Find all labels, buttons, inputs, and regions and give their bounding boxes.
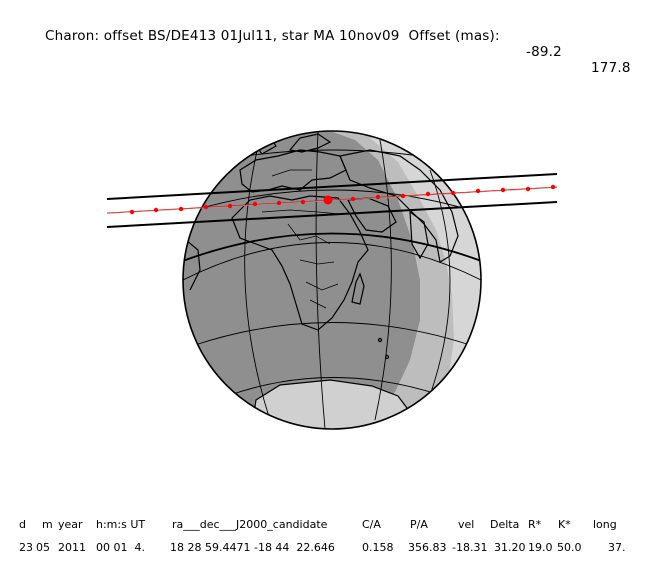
- country-borders: [261, 169, 341, 309]
- value-kstar: 50.0: [557, 541, 582, 554]
- value-month: 05: [36, 541, 50, 554]
- time-marker: [350, 196, 356, 202]
- header-year: year: [58, 518, 83, 531]
- time-marker: [300, 199, 306, 205]
- header-kstar: K*: [558, 518, 571, 531]
- header-radec: ra___dec___J2000_candidate: [172, 518, 328, 531]
- header-time: h:m:s UT: [96, 518, 146, 531]
- time-marker: [375, 194, 381, 200]
- header-pa: P/A: [410, 518, 428, 531]
- offset-ra-value: -89.2: [526, 44, 562, 60]
- terminator-line: [183, 232, 481, 263]
- time-marker: [153, 207, 159, 213]
- time-marker: [178, 206, 184, 212]
- value-radec: 18 28 59.4471 -18 44 22.646: [170, 541, 335, 554]
- time-marker: [450, 190, 456, 196]
- time-marker: [500, 187, 506, 193]
- time-markers: [129, 184, 556, 215]
- plot-title: Charon: offset BS/DE413 01Jul11, star MA…: [36, 12, 630, 76]
- header-long: long: [593, 518, 617, 531]
- time-marker: [550, 184, 556, 190]
- value-ca: 0.158: [362, 541, 394, 554]
- header-ca: C/A: [362, 518, 381, 531]
- shadow-limit-south: [106, 201, 558, 228]
- value-rstar: 19.0: [528, 541, 553, 554]
- time-marker: [425, 191, 431, 197]
- value-day: 23: [19, 541, 33, 554]
- offset-dec-value: 177.8: [591, 60, 631, 76]
- header-day: d: [19, 518, 26, 531]
- time-marker: [203, 204, 209, 210]
- header-month: m: [42, 518, 53, 531]
- header-delta: Delta: [490, 518, 520, 531]
- value-year: 2011: [58, 541, 86, 554]
- shadow-limit-north: [106, 173, 558, 200]
- header-rstar: R*: [528, 518, 542, 531]
- time-marker: [227, 203, 233, 209]
- time-marker: [475, 188, 481, 194]
- value-delta: 31.20: [494, 541, 526, 554]
- title-text: Charon: offset BS/DE413 01Jul11, star MA…: [44, 28, 500, 44]
- time-marker: [525, 186, 531, 192]
- time-marker: [252, 201, 258, 207]
- globe-limb: [182, 130, 482, 430]
- value-pa: 356.83: [408, 541, 447, 554]
- time-marker: [129, 209, 135, 215]
- time-marker: [400, 193, 406, 199]
- closest-approach-marker: [323, 195, 333, 205]
- time-marker: [276, 200, 282, 206]
- shadow-region: [183, 131, 420, 429]
- value-time: 00 01 4.: [96, 541, 145, 554]
- header-vel: vel: [458, 518, 475, 531]
- value-vel: -18.31: [452, 541, 488, 554]
- value-long: 37.: [608, 541, 626, 554]
